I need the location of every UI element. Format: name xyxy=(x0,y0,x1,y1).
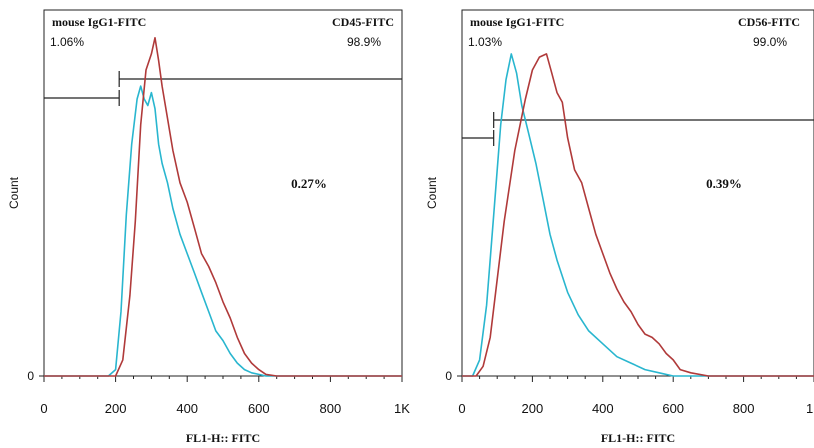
panel-1-x-axis-label: FL1-H:: FITC xyxy=(186,431,260,445)
panel-2-isotype-percent: 1.03% xyxy=(468,35,502,49)
panel-2-x-tick-label: 1K xyxy=(806,401,814,416)
panel-1-y-axis-label: Count xyxy=(7,176,21,209)
panel-1-x-tick-label: 600 xyxy=(248,401,270,416)
panel-2-isotype-label: mouse IgG1-FITC xyxy=(470,15,564,29)
panel-2-overlap-percent: 0.39% xyxy=(706,176,742,191)
panel-1-marker-histogram-line xyxy=(44,36,402,377)
panel-1-overlap-percent: 0.27% xyxy=(291,176,327,191)
panel-2-x-tick-label: 600 xyxy=(662,401,684,416)
panel-2-marker-histogram-line xyxy=(462,53,814,377)
panel-2-x-tick-label: 200 xyxy=(522,401,544,416)
panel-1-plot-frame xyxy=(43,9,403,377)
panel-2-x-tick-label: 0 xyxy=(458,401,465,416)
panel-1-x-tick-label: 800 xyxy=(320,401,342,416)
panel-2-marker-label: CD56-FITC xyxy=(738,15,800,29)
panel-2-y-tick-label: 0 xyxy=(445,369,452,383)
panel-1-x-tick-label: 200 xyxy=(105,401,127,416)
panel-2-x-tick-label: 800 xyxy=(733,401,755,416)
panel-2-x-axis-label: FL1-H:: FITC xyxy=(601,431,675,445)
panel-1-x-tick-label: 1K xyxy=(394,401,410,416)
panel-2-isotype-histogram-line xyxy=(462,53,814,377)
panel-1-marker-label: CD45-FITC xyxy=(332,15,394,29)
panel-1-isotype-histogram-line xyxy=(44,85,402,377)
panel-2-y-axis-label: Count xyxy=(425,176,439,209)
panel-1-y-tick-label: 0 xyxy=(27,369,34,383)
panel-1-isotype-percent: 1.06% xyxy=(50,35,84,49)
panel-1-x-tick-label: 0 xyxy=(40,401,47,416)
panel-1-x-tick-label: 400 xyxy=(176,401,198,416)
panel-1-isotype-label: mouse IgG1-FITC xyxy=(52,15,146,29)
panel-2-marker-percent: 99.0% xyxy=(753,35,787,49)
panel-1-marker-percent: 98.9% xyxy=(347,35,381,49)
panel-2-x-tick-label: 400 xyxy=(592,401,614,416)
